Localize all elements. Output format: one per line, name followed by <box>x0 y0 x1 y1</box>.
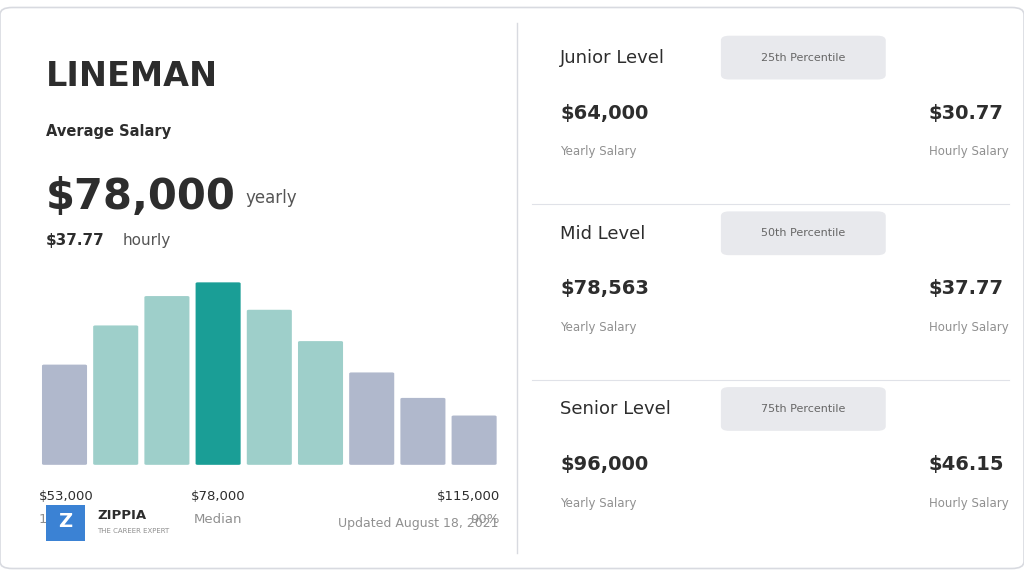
Text: $64,000: $64,000 <box>560 104 648 123</box>
FancyBboxPatch shape <box>721 387 886 431</box>
Text: Z: Z <box>58 513 73 531</box>
Text: Yearly Salary: Yearly Salary <box>560 145 637 158</box>
Text: Yearly Salary: Yearly Salary <box>560 321 637 334</box>
Text: Median: Median <box>194 513 243 526</box>
Text: $78,563: $78,563 <box>560 279 649 298</box>
Text: Junior Level: Junior Level <box>560 49 666 67</box>
FancyBboxPatch shape <box>144 296 189 465</box>
Text: yearly: yearly <box>246 189 297 207</box>
FancyBboxPatch shape <box>400 398 445 465</box>
FancyBboxPatch shape <box>298 341 343 465</box>
Text: hourly: hourly <box>123 233 171 248</box>
FancyBboxPatch shape <box>42 365 87 465</box>
Text: Hourly Salary: Hourly Salary <box>929 145 1009 158</box>
Text: 50th Percentile: 50th Percentile <box>761 228 846 238</box>
Text: $37.77: $37.77 <box>46 233 104 248</box>
Text: 25th Percentile: 25th Percentile <box>761 52 846 63</box>
Text: THE CAREER EXPERT: THE CAREER EXPERT <box>97 528 170 534</box>
Text: $96,000: $96,000 <box>560 455 648 474</box>
FancyBboxPatch shape <box>721 211 886 255</box>
Text: $78,000: $78,000 <box>190 490 246 503</box>
FancyBboxPatch shape <box>721 36 886 79</box>
Text: $30.77: $30.77 <box>929 104 1004 123</box>
FancyBboxPatch shape <box>46 505 85 541</box>
Text: Mid Level: Mid Level <box>560 225 645 242</box>
Text: $78,000: $78,000 <box>46 176 236 218</box>
FancyBboxPatch shape <box>452 415 497 465</box>
Text: $115,000: $115,000 <box>436 490 500 503</box>
Text: Hourly Salary: Hourly Salary <box>929 497 1009 510</box>
FancyBboxPatch shape <box>247 310 292 465</box>
FancyBboxPatch shape <box>349 373 394 465</box>
Text: 90%: 90% <box>470 513 500 526</box>
Text: Yearly Salary: Yearly Salary <box>560 497 637 510</box>
Text: Senior Level: Senior Level <box>560 400 671 418</box>
Text: $37.77: $37.77 <box>929 279 1004 298</box>
FancyBboxPatch shape <box>196 282 241 465</box>
Text: Hourly Salary: Hourly Salary <box>929 321 1009 334</box>
Text: Average Salary: Average Salary <box>46 124 171 139</box>
Text: $46.15: $46.15 <box>929 455 1005 474</box>
FancyBboxPatch shape <box>93 325 138 465</box>
Text: $53,000: $53,000 <box>39 490 93 503</box>
Text: Updated August 18, 2021: Updated August 18, 2021 <box>338 517 499 530</box>
Text: LINEMAN: LINEMAN <box>46 60 218 93</box>
Text: 75th Percentile: 75th Percentile <box>761 404 846 414</box>
Text: 10%: 10% <box>39 513 69 526</box>
Text: ZIPPIA: ZIPPIA <box>97 509 146 522</box>
FancyBboxPatch shape <box>0 7 1024 569</box>
